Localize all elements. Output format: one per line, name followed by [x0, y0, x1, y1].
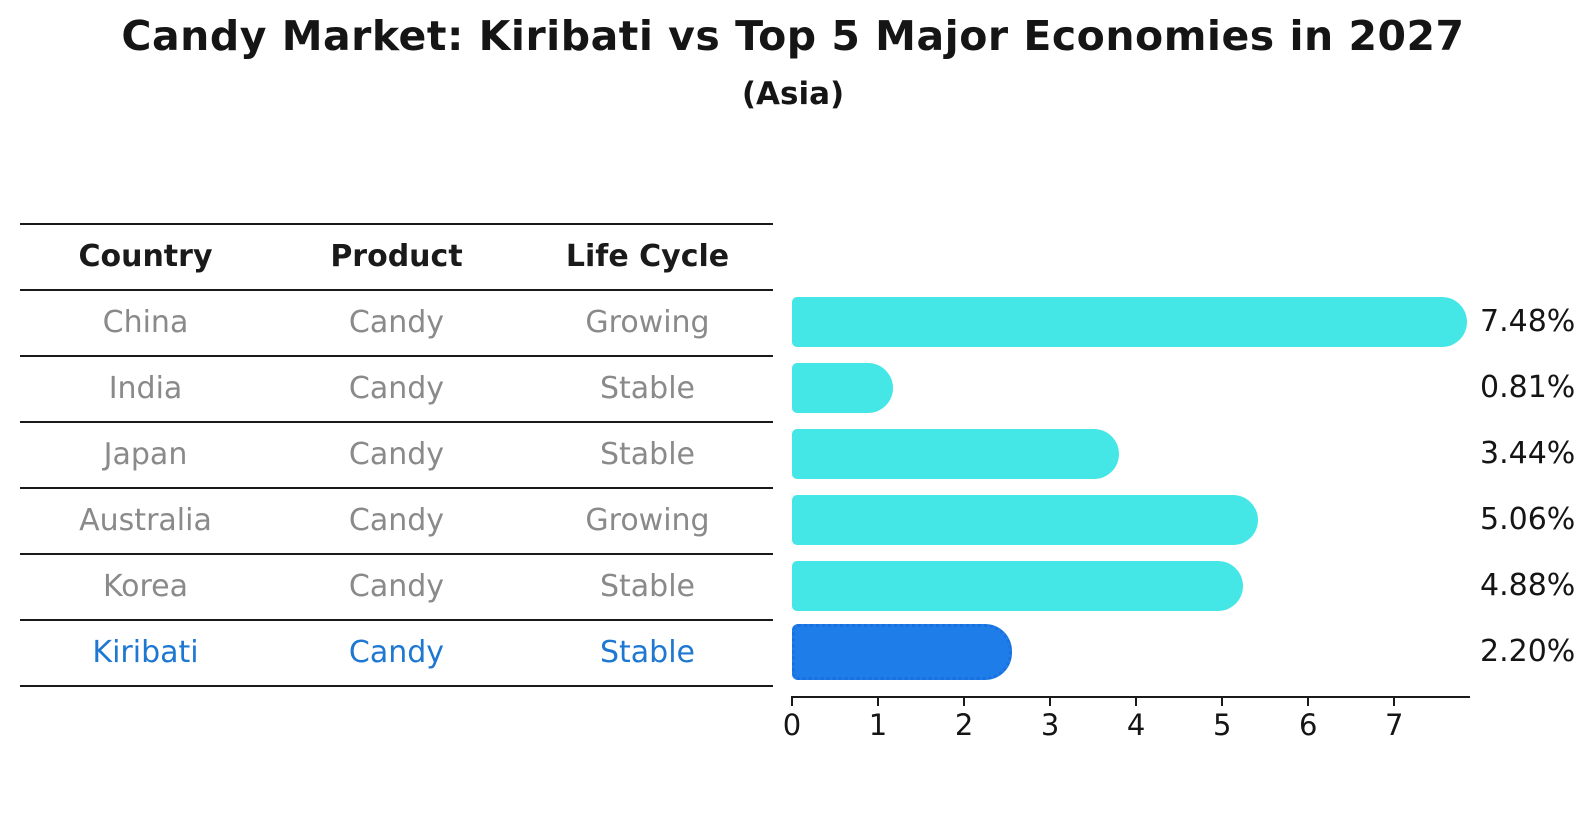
cell-life-cycle: Stable: [599, 437, 696, 472]
column-header-product: Product: [330, 239, 463, 274]
cell-country: China: [102, 305, 189, 340]
bar-kiribati: [792, 624, 1013, 680]
cell-life-cycle: Stable: [599, 371, 696, 406]
x-tick-2: [963, 696, 966, 706]
column-header-country: Country: [78, 239, 213, 274]
cell-product: Candy: [348, 635, 445, 670]
bar-china: [792, 297, 1467, 347]
cell-life-cycle: Growing: [585, 503, 710, 538]
country-table: Country Product Life Cycle China Candy Gro…: [20, 223, 773, 687]
table-row-korea: Korea Candy Stable: [20, 555, 773, 621]
cell-product: Candy: [348, 437, 445, 472]
cell-country: Korea: [102, 569, 189, 604]
bar-plot-area: [792, 289, 1470, 685]
value-labels: 7.48% 0.81% 3.44% 5.06% 4.88% 2.20%: [1480, 289, 1586, 685]
cell-country: Australia: [79, 503, 212, 538]
cell-life-cycle: Stable: [599, 635, 696, 670]
x-axis: 0 1 2 3 4 5 6 7: [783, 696, 1470, 756]
cell-country: Kiribati: [92, 635, 199, 670]
bar-australia: [792, 495, 1259, 545]
cell-country: India: [108, 371, 183, 406]
table-row-australia: Australia Candy Growing: [20, 489, 773, 555]
table-row-china: China Candy Growing: [20, 291, 773, 357]
column-header-life-cycle: Life Cycle: [565, 239, 730, 274]
x-tick-1: [877, 696, 880, 706]
x-tick-label-6: 6: [1299, 708, 1318, 742]
x-tick-4: [1135, 696, 1138, 706]
chart-subtitle: (Asia): [741, 76, 845, 112]
x-tick-6: [1307, 696, 1310, 706]
x-tick-0: [791, 696, 793, 706]
x-tick-label-4: 4: [1126, 708, 1146, 742]
x-tick-label-7: 7: [1385, 708, 1404, 742]
x-tick-label-5: 5: [1212, 708, 1232, 742]
chart-title: Candy Market: Kiribati vs Top 5 Major Ec…: [121, 12, 1465, 60]
cell-life-cycle: Stable: [599, 569, 696, 604]
cell-country: Japan: [103, 437, 188, 472]
table-header-row: Country Product Life Cycle: [20, 225, 773, 291]
bar-korea: [792, 561, 1243, 611]
table-row-india: India Candy Stable: [20, 357, 773, 423]
cell-product: Candy: [348, 305, 445, 340]
x-tick-7: [1393, 696, 1396, 706]
table-row-kiribati: Kiribati Candy Stable: [20, 621, 773, 687]
value-label-japan: 3.44%: [1480, 436, 1576, 471]
x-axis-line: [792, 696, 1470, 698]
value-label-china: 7.48%: [1480, 304, 1576, 339]
x-tick-label-2: 2: [954, 708, 974, 742]
x-tick-5: [1221, 696, 1224, 706]
value-label-kiribati: 2.20%: [1480, 634, 1576, 669]
cell-product: Candy: [348, 371, 445, 406]
value-label-australia: 5.06%: [1480, 502, 1576, 537]
x-tick-label-0: 0: [782, 708, 802, 742]
cell-product: Candy: [348, 503, 445, 538]
cell-life-cycle: Growing: [585, 305, 710, 340]
x-tick-3: [1049, 696, 1052, 706]
x-tick-label-1: 1: [868, 708, 888, 742]
table-row-japan: Japan Candy Stable: [20, 423, 773, 489]
cell-product: Candy: [348, 569, 445, 604]
table-body: China Candy Growing India Candy Stable Japan Ca…: [20, 291, 773, 687]
x-tick-label-3: 3: [1040, 708, 1060, 742]
bar-japan: [792, 429, 1119, 479]
value-label-korea: 4.88%: [1480, 568, 1576, 603]
bar-india: [792, 363, 893, 413]
value-label-india: 0.81%: [1480, 370, 1576, 405]
